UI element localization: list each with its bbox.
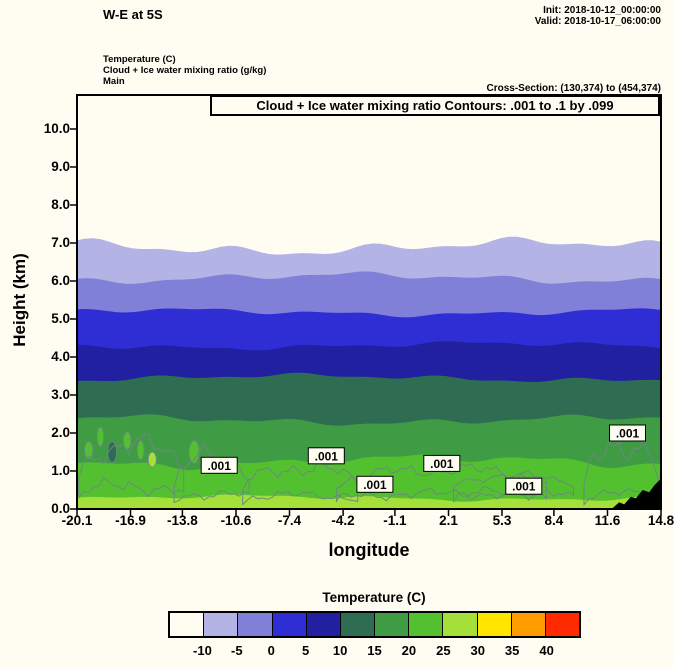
init-time: Init: 2018-10-12_00:00:00 bbox=[543, 5, 661, 16]
cross-section-plot: .001 .001 .001 .001 .001 .001 bbox=[70, 94, 662, 516]
colorbar-cell bbox=[442, 613, 477, 636]
colorbar-tick-label: 10 bbox=[332, 643, 348, 658]
x-tick-label: -20.1 bbox=[61, 513, 93, 528]
y-tick-label: 5.0 bbox=[51, 311, 70, 326]
colorbar-tick-label: 20 bbox=[401, 643, 417, 658]
y-tick-label: 7.0 bbox=[51, 235, 70, 250]
y-tick-label: 0.0 bbox=[51, 501, 70, 516]
x-tick-label: -13.8 bbox=[167, 513, 198, 528]
x-tick-label: 5.3 bbox=[492, 513, 512, 528]
y-tick-label: 2.0 bbox=[51, 425, 70, 440]
y-tick-label: 6.0 bbox=[51, 273, 70, 288]
colorbar-cell bbox=[408, 613, 443, 636]
colorbar-cell bbox=[203, 613, 238, 636]
colorbar-tick-label: 15 bbox=[367, 643, 382, 658]
colorbar-cell bbox=[170, 613, 204, 636]
svg-text:.001: .001 bbox=[430, 457, 454, 471]
plot-title: W-E at 5S bbox=[103, 7, 163, 22]
svg-text:.001: .001 bbox=[616, 427, 640, 441]
svg-text:.001: .001 bbox=[208, 459, 232, 473]
colorbar-tick-label: 0 bbox=[267, 643, 275, 658]
y-tick-label: 10.0 bbox=[43, 121, 70, 136]
colorbar-cell bbox=[476, 613, 511, 636]
colorbar-title: Temperature (C) bbox=[322, 590, 426, 605]
y-tick-label: 1.0 bbox=[51, 463, 70, 478]
colorbar-cell bbox=[544, 613, 580, 636]
x-tick-label: 2.1 bbox=[439, 513, 458, 528]
colorbar-tick-label: 35 bbox=[504, 643, 520, 658]
field-temperature-label: Temperature (C) bbox=[103, 54, 176, 65]
y-tick-label: 3.0 bbox=[51, 387, 70, 402]
svg-text:.001: .001 bbox=[315, 449, 339, 463]
colorbar-tick-label: -10 bbox=[193, 643, 212, 658]
y-tick-label: 4.0 bbox=[51, 349, 70, 364]
colorbar-cell bbox=[339, 613, 375, 636]
svg-text:.001: .001 bbox=[363, 478, 387, 492]
x-tick-label: -4.2 bbox=[331, 513, 355, 528]
field-cloud-label: Cloud + Ice water mixing ratio (g/kg) bbox=[103, 65, 267, 76]
colorbar-cell bbox=[237, 613, 272, 636]
colorbar-cell bbox=[374, 613, 409, 636]
colorbar-tick-label: 40 bbox=[539, 643, 554, 658]
colorbar-tick-label: -5 bbox=[231, 643, 243, 658]
x-tick-label: 8.4 bbox=[544, 513, 564, 528]
valid-time: Valid: 2018-10-17_06:00:00 bbox=[534, 16, 661, 27]
colorbar-tick-label: 5 bbox=[302, 643, 310, 658]
colorbar-cell bbox=[271, 613, 306, 636]
y-tick-label: 9.0 bbox=[51, 159, 70, 174]
x-tick-label: 11.6 bbox=[594, 513, 621, 528]
colorbar-tick-label: 30 bbox=[470, 643, 485, 658]
y-tick-label: 8.0 bbox=[51, 197, 70, 212]
x-tick-label: 14.8 bbox=[647, 513, 674, 528]
x-tick-label: -10.6 bbox=[220, 513, 252, 528]
contour-info-box: Cloud + Ice water mixing ratio Contours:… bbox=[210, 95, 660, 116]
colorbar bbox=[168, 611, 581, 638]
colorbar-cell bbox=[510, 613, 545, 636]
colorbar-cell bbox=[305, 613, 340, 636]
cross-section-coords: Cross-Section: (130,374) to (454,374) bbox=[486, 83, 661, 94]
svg-text:.001: .001 bbox=[512, 480, 536, 494]
model-label: Main bbox=[103, 76, 125, 87]
colorbar-tick-label: 25 bbox=[436, 643, 451, 658]
x-tick-label: -16.9 bbox=[115, 513, 146, 528]
x-axis-label: longitude bbox=[328, 540, 410, 560]
y-axis-label: Height (km) bbox=[10, 253, 29, 347]
x-tick-label: -1.1 bbox=[383, 513, 407, 528]
x-tick-label: -7.4 bbox=[277, 513, 302, 528]
